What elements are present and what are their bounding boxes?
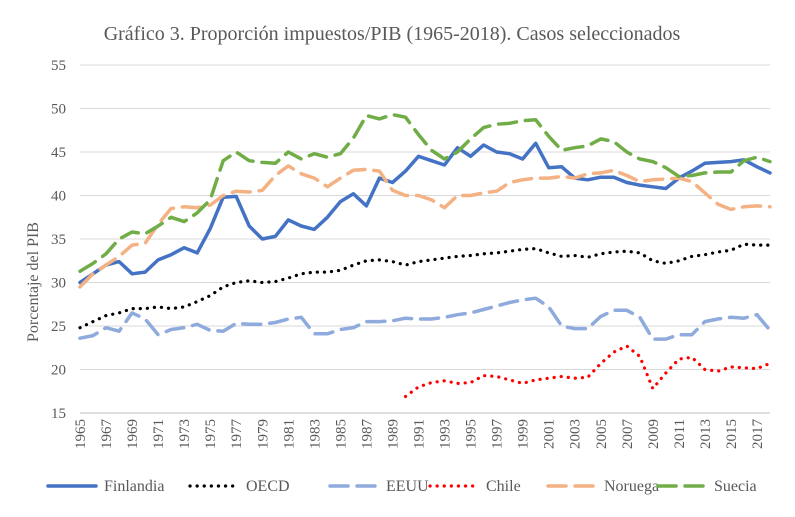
x-tick-label: 1973 [177, 419, 193, 449]
y-tick-label: 55 [51, 58, 66, 74]
x-tick-label: 1987 [359, 419, 375, 450]
legend-label-oecd: OECD [246, 478, 290, 495]
y-tick-label: 15 [51, 406, 66, 422]
x-tick-label: 1969 [125, 419, 141, 449]
series-line-suecia [78, 112, 772, 273]
y-tick-label: 35 [51, 232, 66, 248]
x-tick-label: 1971 [151, 419, 167, 449]
x-tick-label: 1989 [385, 419, 401, 449]
chart-title: Gráfico 3. Proporción impuestos/PIB (196… [104, 23, 681, 45]
series-line-chile [403, 344, 772, 399]
x-tick-label: 1985 [333, 419, 349, 449]
legend-label-finlandia: Finlandia [104, 478, 164, 495]
x-tick-label: 1965 [73, 419, 89, 449]
legend-label-suecia: Suecia [714, 478, 757, 495]
x-tick-label: 1979 [255, 419, 271, 449]
x-tick-label: 2009 [646, 419, 662, 449]
y-axis-ticks: 15 20 25 30 35 40 45 50 55 [51, 58, 66, 422]
x-tick-label: 1983 [307, 419, 323, 449]
y-tick-label: 30 [51, 276, 66, 292]
y-tick-label: 45 [51, 145, 66, 161]
x-tick-label: 2007 [620, 419, 636, 450]
x-tick-label: 2003 [568, 419, 584, 449]
x-tick-label: 2005 [594, 419, 610, 449]
x-tick-label: 1999 [516, 419, 532, 449]
legend-label-eeuu: EEUU [386, 478, 429, 495]
y-tick-label: 25 [51, 319, 66, 335]
series-line-eeuu [78, 296, 772, 341]
series-line-oecd [78, 242, 772, 330]
x-tick-label: 2001 [542, 419, 558, 449]
y-tick-label: 20 [51, 363, 66, 379]
series-line-noruega [78, 164, 772, 289]
y-axis-label: Porcentaje del PIB [25, 222, 42, 342]
x-tick-label: 1991 [411, 419, 427, 449]
legend-label-chile: Chile [486, 478, 521, 495]
x-tick-label: 1997 [490, 419, 506, 450]
x-tick-label: 1981 [281, 419, 297, 449]
x-tick-label: 2011 [672, 419, 688, 448]
y-tick-label: 50 [51, 102, 66, 118]
x-tick-label: 1975 [203, 419, 219, 449]
gridlines [80, 64, 770, 370]
series-group [78, 112, 772, 399]
x-tick-label: 2013 [698, 419, 714, 449]
y-tick-label: 40 [51, 189, 66, 205]
series-line-finlandia [78, 141, 772, 285]
x-tick-label: 1993 [438, 419, 454, 449]
x-tick-label: 1967 [99, 419, 115, 450]
legend-label-noruega: Noruega [604, 478, 659, 495]
x-axis-ticks: 1965 1967 1969 1971 1973 1975 1977 1979 1981 1983… [73, 419, 766, 450]
x-tick-label: 1995 [464, 419, 480, 449]
legend: Finlandia OECD EEUU Chile Noruega Suecia [46, 478, 757, 495]
x-tick-label: 2015 [724, 419, 740, 449]
x-tick-label: 2017 [750, 419, 766, 450]
x-tick-label: 1977 [229, 419, 245, 450]
